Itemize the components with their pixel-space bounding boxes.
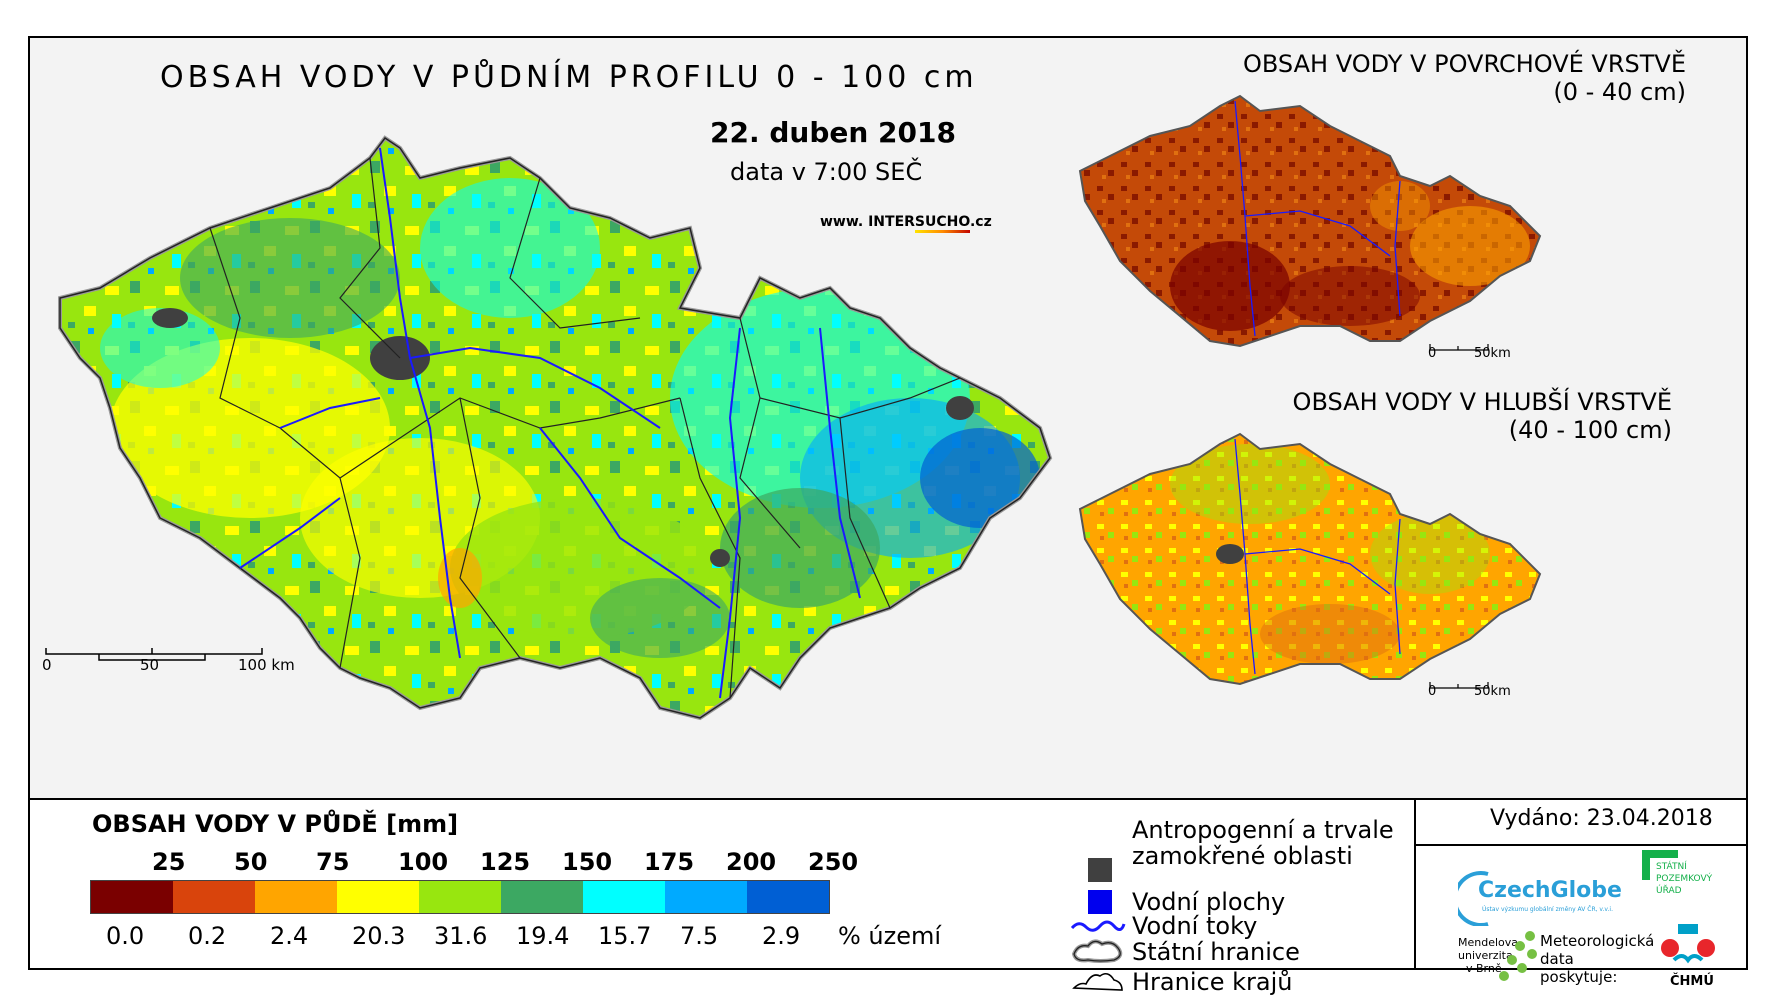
web-prefix: www. INTER <box>820 214 915 230</box>
legend-percent: 7.5 <box>680 922 719 950</box>
symbol-anthro-label1: Antropogenní a trvale <box>1132 816 1394 844</box>
main-time: data v 7:00 SEČ <box>730 158 923 186</box>
legend-percent: 0.2 <box>188 922 227 950</box>
legend-swatch <box>91 881 173 913</box>
legend-percent: 0.0 <box>106 922 145 950</box>
footer-separator <box>1414 800 1416 970</box>
czechglobe-subtitle: Ústav výzkumu globální změny AV ČR, v.v.… <box>1482 906 1613 913</box>
chmu-logo: ČHMÚ <box>1670 974 1714 989</box>
issued-date: Vydáno: 23.04.2018 <box>1490 806 1713 831</box>
state-border-icon <box>1071 939 1123 963</box>
legend-percent: 2.4 <box>270 922 309 950</box>
legend-threshold: 150 <box>562 848 613 876</box>
inset-top-scale-0: 0 <box>1428 346 1437 361</box>
legend-percent: 2.9 <box>762 922 801 950</box>
spu-logo-line1: STÁTNÍ <box>1656 862 1687 872</box>
legend-swatch <box>419 881 501 913</box>
river-line-icon <box>1070 920 1126 932</box>
web-suffix: .cz <box>969 214 992 230</box>
legend-swatch <box>665 881 747 913</box>
main-scale-50: 50 <box>140 656 160 674</box>
legend-threshold: 50 <box>234 848 268 876</box>
symbol-anthro-label2: zamokřené oblasti <box>1132 842 1353 870</box>
inset-bottom-scale-50: 50km <box>1474 684 1511 699</box>
legend-threshold: 175 <box>644 848 695 876</box>
legend-percent: 15.7 <box>598 922 652 950</box>
meteo-line1: Meteorologická <box>1540 932 1655 950</box>
symbol-state-border-label: Státní hranice <box>1132 938 1300 966</box>
map-frame: 0 50 100 km OBSAH VODY V PŮDNÍM PROFILU … <box>28 36 1748 996</box>
inset-bottom-title2: (40 - 100 cm) <box>1508 416 1672 444</box>
symbol-anthro <box>1088 858 1112 882</box>
czechglobe-logo: CzechGlobe <box>1478 878 1622 903</box>
main-scale-100: 100 km <box>238 656 295 674</box>
region-border-icon <box>1072 972 1123 991</box>
legend-threshold: 200 <box>726 848 777 876</box>
legend-percent: 19.4 <box>516 922 570 950</box>
inset-top-title1: OBSAH VODY V POVRCHOVÉ VRSTVĚ <box>1243 50 1686 78</box>
spu-logo-line2: POZEMKOVÝ <box>1656 874 1713 884</box>
czechglobe-logo-icon <box>1458 871 1489 926</box>
symbol-river-label: Vodní toky <box>1132 912 1258 940</box>
symbol-water-label: Vodní plochy <box>1132 888 1286 916</box>
mendel-logo-line2: univerzita <box>1458 949 1513 962</box>
inset-bottom-title1: OBSAH VODY V HLUBŠÍ VRSTVĚ <box>1292 388 1672 416</box>
symbol-water <box>1088 890 1112 914</box>
main-date: 22. duben 2018 <box>710 116 956 149</box>
symbol-region-border-label: Hranice krajů <box>1132 968 1293 996</box>
legend-swatch <box>747 881 829 913</box>
inset-top-title2: (0 - 40 cm) <box>1553 78 1686 106</box>
inset-bottom-map <box>1078 432 1542 686</box>
footer-line <box>1416 844 1746 846</box>
legend-swatch <box>255 881 337 913</box>
legend-threshold: 75 <box>316 848 350 876</box>
website-link[interactable]: www. INTERSUCHO.cz <box>820 214 992 233</box>
chmu-logo-icon <box>1661 924 1715 964</box>
spu-logo-line3: ÚŘAD <box>1656 886 1682 896</box>
legend-threshold: 125 <box>480 848 531 876</box>
mendel-logo-line3: v Brně <box>1466 962 1502 975</box>
main-map <box>58 135 1053 721</box>
map-area: 0 50 100 km OBSAH VODY V PŮDNÍM PROFILU … <box>30 38 1746 798</box>
legend-threshold: 100 <box>398 848 449 876</box>
main-scale-bar <box>45 648 263 661</box>
legend-title: OBSAH VODY V PŮDĚ [mm] <box>92 810 459 838</box>
legend-swatch <box>173 881 255 913</box>
inset-top-scale-50: 50km <box>1474 346 1511 361</box>
mendel-logo-icon <box>1499 931 1537 981</box>
legend-threshold: 25 <box>152 848 186 876</box>
legend-divider <box>30 798 1746 800</box>
meteo-line3: poskytuje: <box>1540 968 1618 986</box>
legend-swatch <box>583 881 665 913</box>
legend-swatch <box>501 881 583 913</box>
legend-color-bar <box>90 880 830 914</box>
inset-bottom-scale-0: 0 <box>1428 684 1437 699</box>
legend-threshold: 250 <box>808 848 859 876</box>
inset-top-scale-bar <box>1429 344 1489 351</box>
inset-top-map <box>1078 94 1542 348</box>
legend-swatch <box>337 881 419 913</box>
mendel-logo-line1: Mendelova <box>1458 936 1519 949</box>
legend-percent: 20.3 <box>352 922 406 950</box>
inset-bottom-scale-bar <box>1429 682 1489 689</box>
percent-label: % území <box>838 922 942 950</box>
meteo-line2: data <box>1540 950 1574 968</box>
spu-logo-icon <box>1642 850 1678 880</box>
main-title: OBSAH VODY V PŮDNÍM PROFILU 0 - 100 cm <box>160 60 978 95</box>
web-highlight: SUCHO <box>914 214 970 233</box>
legend-percent: 31.6 <box>434 922 488 950</box>
main-scale-0: 0 <box>42 656 52 674</box>
